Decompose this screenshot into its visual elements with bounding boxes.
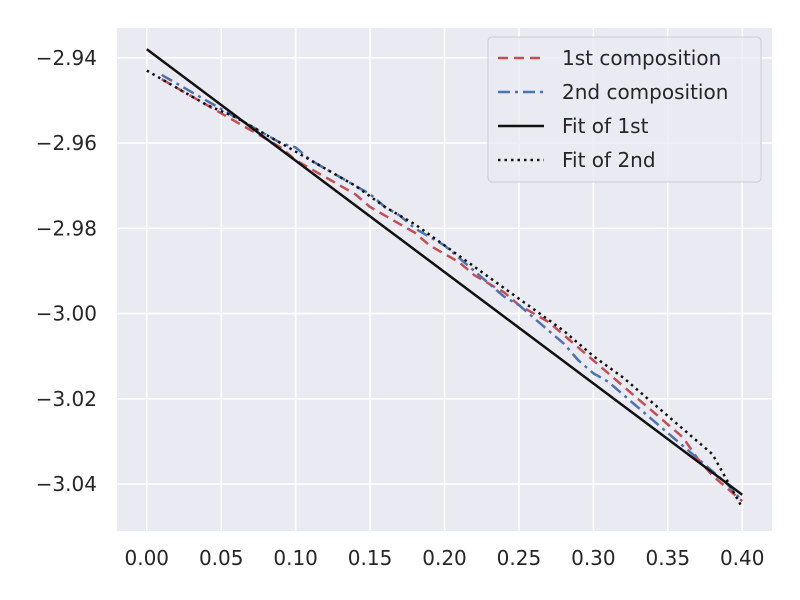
x-tick-label: 0.15 [348,546,393,570]
series-lines [146,48,744,509]
y-tick-label: −2.98 [36,216,97,240]
legend-label: 1st composition [562,46,721,70]
x-tick-label: 0.00 [125,546,170,570]
y-tick-label: −3.04 [36,472,97,496]
legend-label: Fit of 2nd [562,148,656,172]
series-line [161,78,744,503]
series-line [161,73,744,503]
legend-label: Fit of 1st [562,114,649,138]
legend-label: 2nd composition [562,80,728,104]
x-tick-label: 0.30 [571,546,616,570]
y-tick-label: −3.02 [36,387,97,411]
y-tick-label: −2.96 [36,131,97,155]
series-line [146,69,744,509]
y-tick-label: −2.94 [36,46,97,70]
x-tick-label: 0.05 [199,546,244,570]
x-tick-label: 0.25 [497,546,542,570]
x-tick-labels: 0.00 0.05 0.10 0.15 0.20 0.25 0.30 0.35 0.40 [125,546,765,570]
y-tick-labels: −2.94 −2.96 −2.98 −3.00 −3.02 −3.04 [36,46,97,496]
legend-entries: 1st composition 2nd composition Fit of 1st… [498,46,728,172]
legend-box [487,36,762,183]
y-tick-label: −3.00 [36,302,97,326]
x-tick-label: 0.10 [273,546,318,570]
legend: 1st composition 2nd composition Fit of 1st… [487,36,762,183]
x-tick-label: 0.40 [720,546,765,570]
x-tick-label: 0.20 [422,546,467,570]
x-tick-label: 0.35 [646,546,691,570]
